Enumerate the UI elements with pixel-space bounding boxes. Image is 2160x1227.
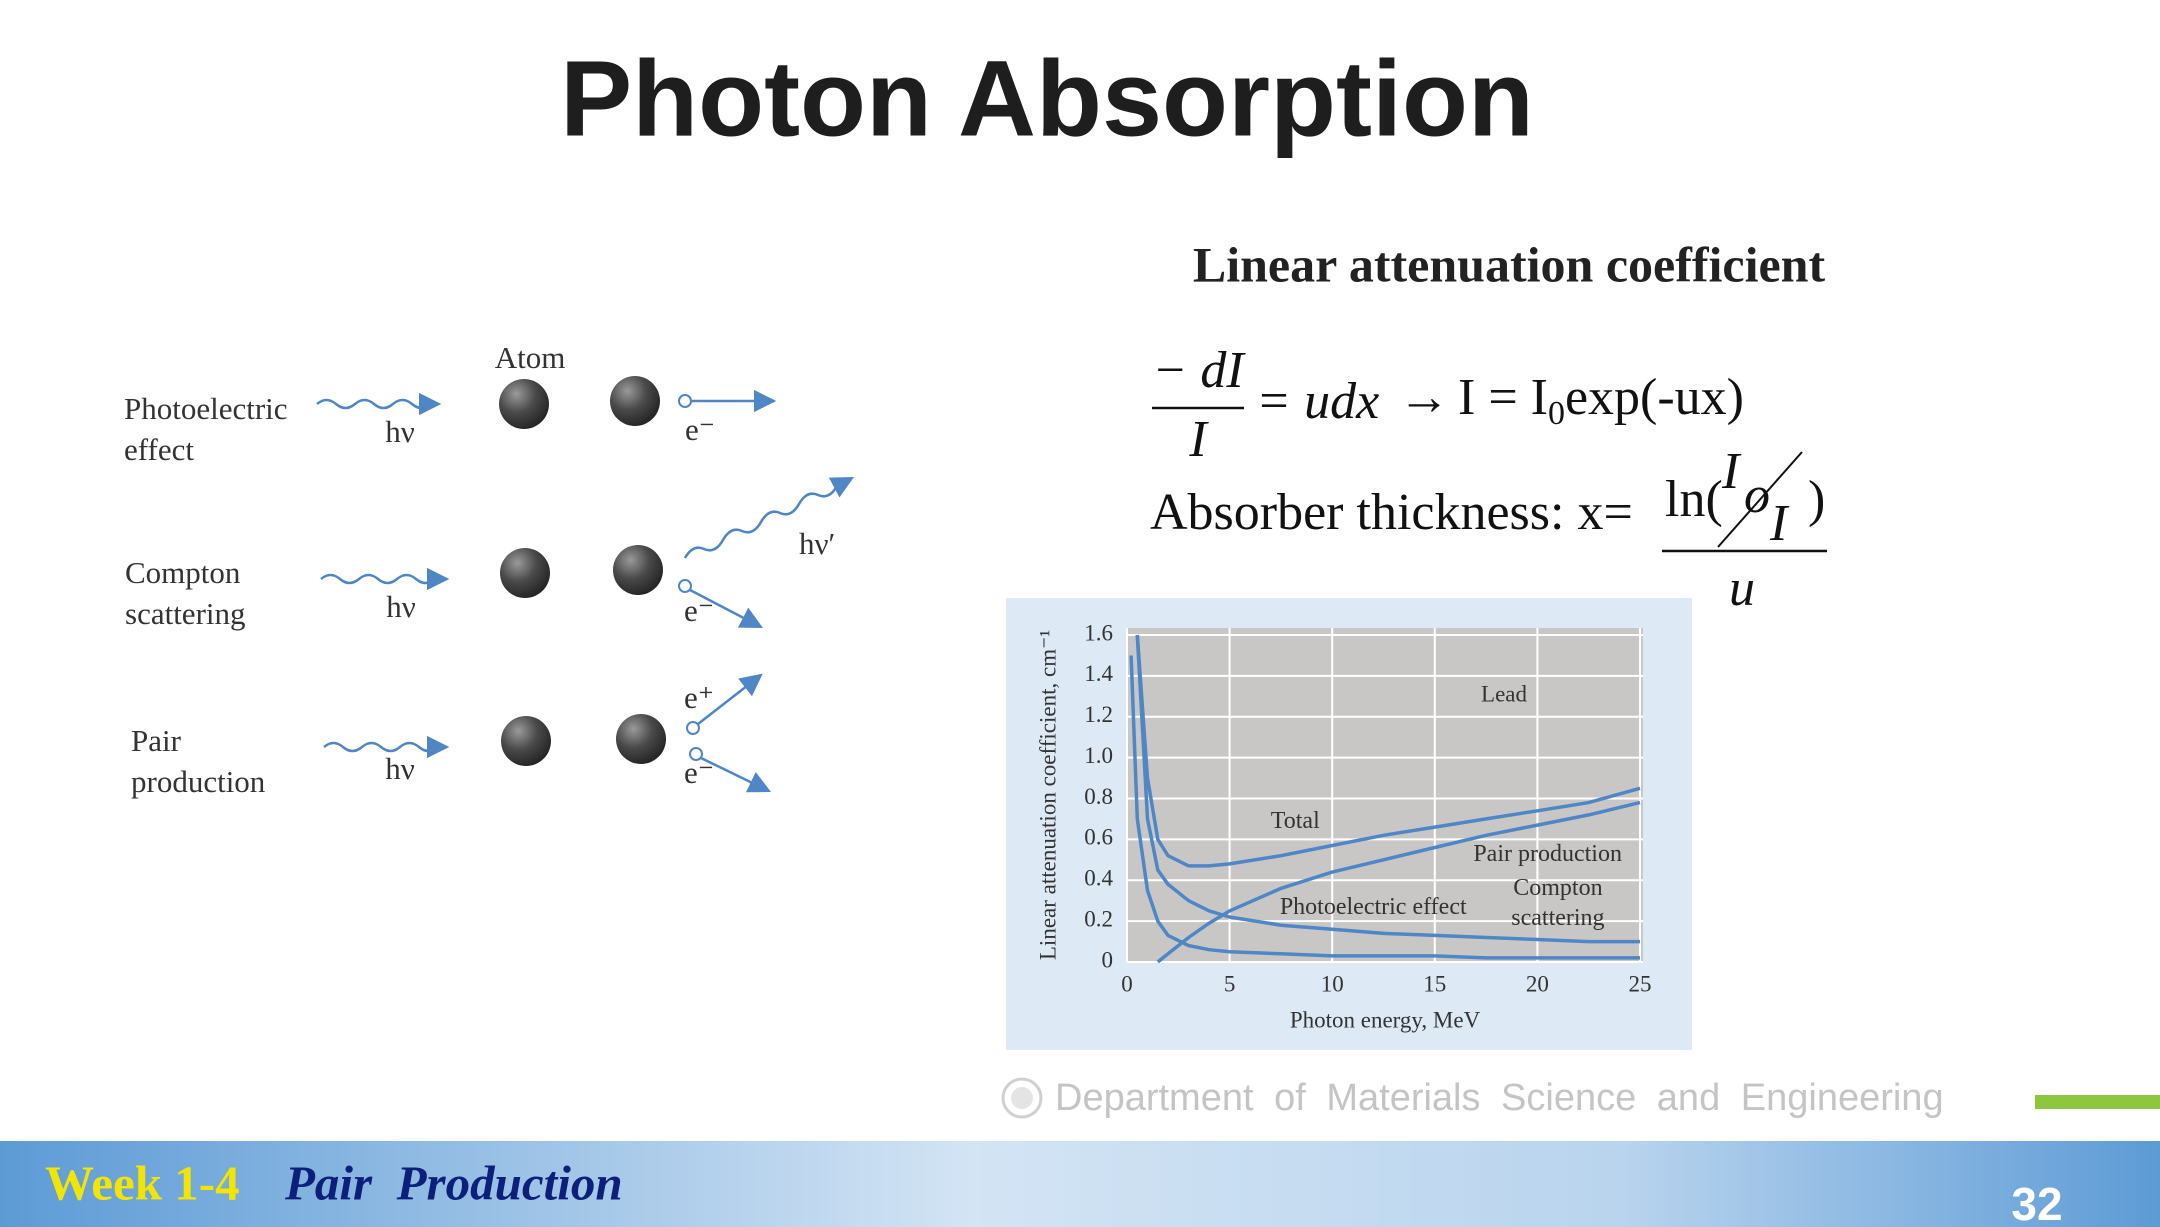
y-tick-label: 1.4 bbox=[1084, 661, 1113, 686]
x-tick-label: 25 bbox=[1629, 971, 1652, 996]
eq-arrow: → bbox=[1398, 369, 1450, 426]
series-label: Compton scattering bbox=[1511, 874, 1605, 931]
electron-label: e⁻ bbox=[684, 755, 714, 790]
electron-label: e⁻ bbox=[685, 412, 715, 447]
week: Week 1-4 bbox=[45, 1155, 240, 1210]
scattered-wave bbox=[683, 476, 854, 559]
eq-denominator: I bbox=[1188, 411, 1209, 468]
photon-label: hν bbox=[386, 589, 416, 624]
positron-label: e⁺ bbox=[684, 680, 714, 715]
row-label: Compton bbox=[125, 555, 241, 590]
photon-wave bbox=[320, 567, 450, 591]
subtitle: Linear attenuation coefficient bbox=[1193, 236, 1826, 292]
eq-i0-sub: o bbox=[1744, 467, 1770, 524]
atom bbox=[616, 714, 666, 764]
footer-band bbox=[0, 1141, 2160, 1227]
electron bbox=[689, 747, 703, 761]
eq-result-sub: 0 bbox=[1548, 395, 1565, 432]
electron bbox=[678, 394, 692, 408]
series-line bbox=[1135, 634, 1641, 868]
interaction-diagram: Atom Photoelectric effect hν e⁻ Compton … bbox=[124, 340, 854, 799]
photon-wave bbox=[323, 735, 450, 759]
slide-title: Photon Absorption bbox=[560, 38, 1534, 159]
eq-thickness: Absorber thickness: x= bbox=[1150, 484, 1633, 541]
photon-label: hν bbox=[385, 751, 415, 786]
x-tick-label: 5 bbox=[1224, 971, 1236, 996]
eq-close: ) bbox=[1808, 471, 1825, 528]
x-tick-label: 20 bbox=[1526, 971, 1549, 996]
logo bbox=[1001, 1077, 1043, 1119]
photon-wave bbox=[316, 392, 442, 416]
y-tick-label: 1.2 bbox=[1084, 702, 1113, 727]
series-label: Photoelectric effect bbox=[1279, 893, 1467, 920]
plot-area bbox=[1127, 628, 1643, 962]
slash bbox=[1717, 451, 1803, 548]
eq-numerator: − dI bbox=[1152, 342, 1246, 399]
photon-label: hν′ bbox=[799, 526, 835, 561]
series-line bbox=[1129, 655, 1640, 960]
y-tick-label: 0.8 bbox=[1084, 784, 1113, 809]
y-tick-label: 0 bbox=[1102, 947, 1114, 972]
row-label: effect bbox=[124, 432, 194, 467]
y-tick-label: 0.6 bbox=[1084, 825, 1113, 850]
atom bbox=[613, 545, 663, 595]
x-axis-label: Photon energy, MeV bbox=[1290, 1007, 1481, 1032]
atom bbox=[501, 716, 551, 766]
eq-result-a: I = I bbox=[1458, 369, 1548, 426]
eq-result: I = I0exp(-ux) bbox=[1458, 369, 1744, 432]
x-tick-label: 0 bbox=[1121, 971, 1133, 996]
eq-result-b: exp(-ux) bbox=[1565, 369, 1744, 426]
row-label: Photoelectric bbox=[124, 391, 288, 426]
eq-i: I bbox=[1769, 495, 1790, 552]
y-tick-label: 1.6 bbox=[1084, 620, 1113, 645]
atom-label: Atom bbox=[495, 340, 566, 375]
positron-arrow bbox=[697, 673, 763, 725]
y-tick-label: 0.2 bbox=[1084, 906, 1113, 931]
y-axis-label: Linear attenuation coefficient, cm⁻¹ bbox=[1035, 630, 1060, 960]
electron bbox=[678, 579, 692, 593]
eq-rhs: = udx bbox=[1256, 373, 1379, 430]
eq-ln: ln( bbox=[1665, 471, 1723, 528]
department: Department of Materials Science and Engi… bbox=[1055, 1077, 1944, 1119]
row-label: scattering bbox=[125, 596, 246, 631]
logo bbox=[1011, 1087, 1033, 1109]
series-label: Total bbox=[1270, 807, 1320, 834]
y-tick-label: 1.0 bbox=[1084, 743, 1113, 768]
series-line bbox=[1135, 634, 1640, 944]
eq-u: u bbox=[1729, 560, 1755, 617]
chart: 0 0.2 0.4 0.6 0.8 1.0 1.2 1.4 1.6 0 5 10 15 20 25 Photo… bbox=[1035, 620, 1651, 1032]
x-tick-label: 15 bbox=[1423, 971, 1446, 996]
series-line bbox=[1156, 800, 1641, 964]
annotation: Lead bbox=[1481, 681, 1527, 706]
atom bbox=[499, 379, 549, 429]
electron-arrow bbox=[700, 756, 772, 793]
atom bbox=[610, 376, 660, 426]
topic: Pair Production bbox=[284, 1155, 623, 1210]
row-label: Pair bbox=[131, 723, 182, 758]
photon-label: hν bbox=[385, 414, 415, 449]
x-tick-label: 10 bbox=[1321, 971, 1344, 996]
accent-bar bbox=[2035, 1095, 2160, 1109]
electron-label: e⁻ bbox=[684, 593, 714, 628]
row-label: production bbox=[131, 764, 266, 799]
electron-arrow bbox=[689, 588, 763, 629]
page-number: 32 bbox=[2011, 1178, 2062, 1227]
y-tick-label: 0.4 bbox=[1084, 866, 1113, 891]
positron bbox=[686, 721, 700, 735]
series-label: Pair production bbox=[1473, 840, 1622, 867]
eq-i0: I bbox=[1721, 443, 1742, 500]
atom bbox=[500, 548, 550, 598]
